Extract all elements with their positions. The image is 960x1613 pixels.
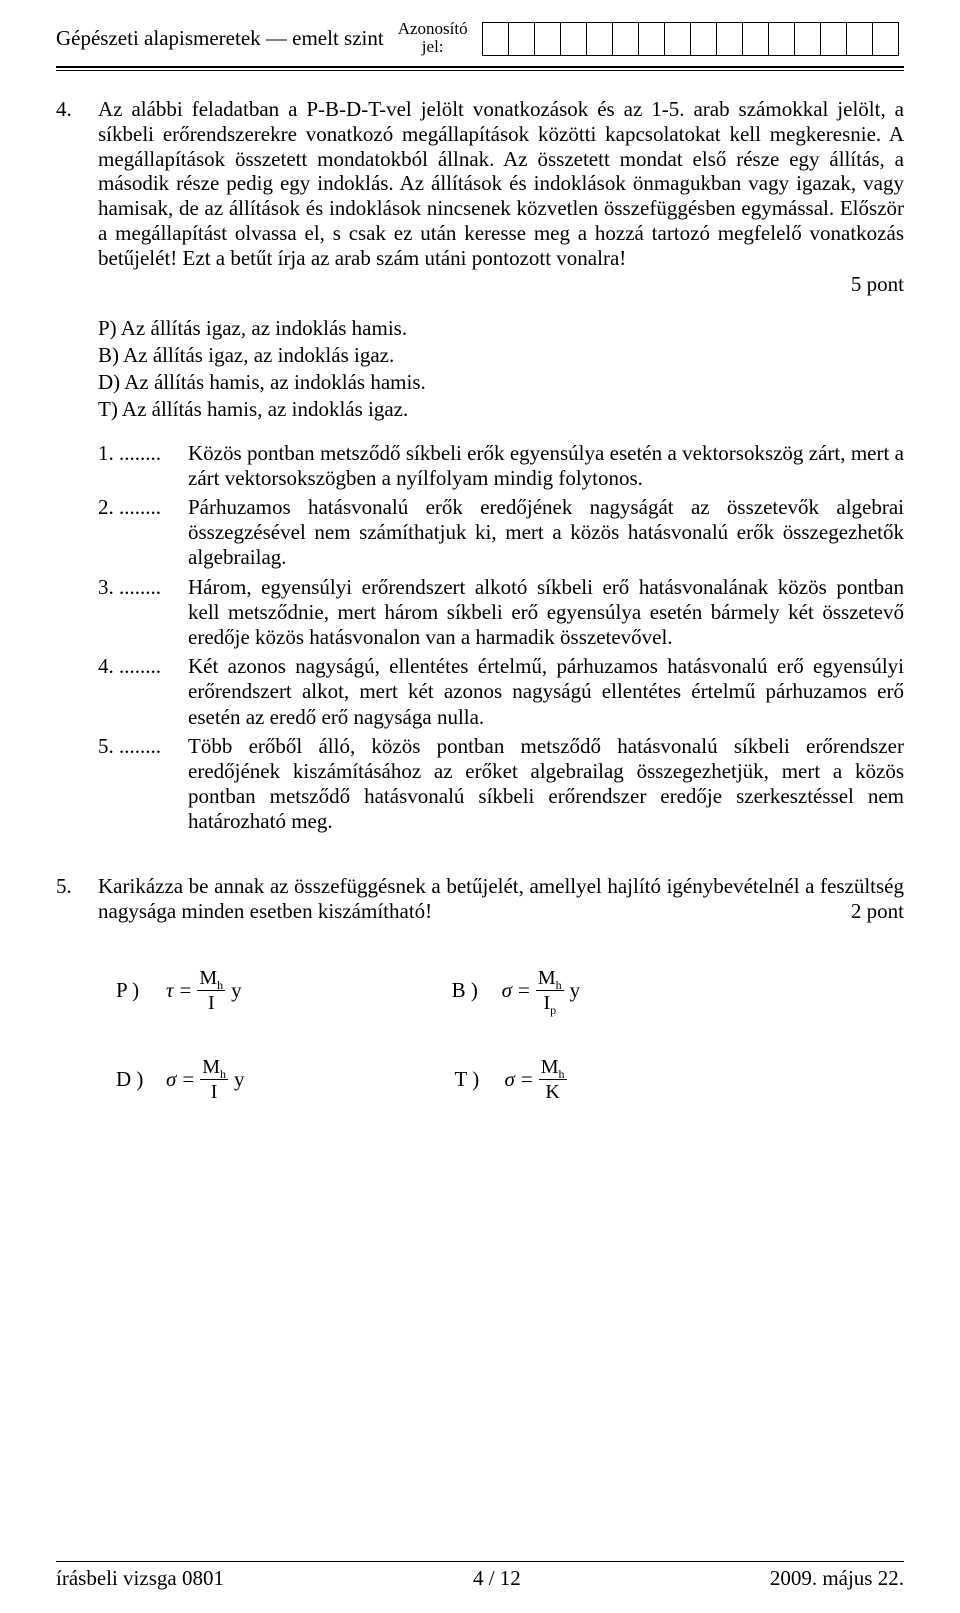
id-box[interactable] xyxy=(742,22,769,56)
formula-label: D ) xyxy=(116,1067,156,1092)
id-box[interactable] xyxy=(534,22,561,56)
statement-row: 4. ........Két azonos nagyságú, ellentét… xyxy=(98,654,904,730)
id-label: Azonosító jel: xyxy=(398,20,468,56)
formula-d: D )σ = MhIy xyxy=(116,1057,245,1102)
statement-number[interactable]: 1. ........ xyxy=(98,441,188,491)
id-boxes[interactable] xyxy=(482,22,899,56)
formula-label: B ) xyxy=(452,978,492,1003)
task-5-formulas: P )τ = MhIy B )σ = MhIpy D )σ = MhIy T )… xyxy=(116,968,904,1102)
id-box[interactable] xyxy=(820,22,847,56)
statement-text: Több erőből álló, közös pontban metsződő… xyxy=(188,734,904,835)
task-4-number: 4. xyxy=(56,97,86,838)
task-4: 4. Az alábbi feladatban a P-B-D-T-vel je… xyxy=(56,97,904,838)
formula-symbol: σ xyxy=(166,1067,176,1092)
statement-number[interactable]: 3. ........ xyxy=(98,575,188,651)
id-box[interactable] xyxy=(482,22,509,56)
id-box[interactable] xyxy=(560,22,587,56)
id-box[interactable] xyxy=(508,22,535,56)
fraction-denominator: I xyxy=(209,1082,220,1102)
id-box[interactable] xyxy=(638,22,665,56)
key-b: B) Az állítás igaz, az indoklás igaz. xyxy=(98,342,904,369)
formula-t: T )σ = MhK xyxy=(455,1057,567,1102)
formula-eq: τ = MhIy xyxy=(166,968,242,1013)
statement-text: Három, egyensúlyi erőrendszert alkotó sí… xyxy=(188,575,904,651)
fraction-numerator: Mh xyxy=(539,1057,567,1077)
id-box[interactable] xyxy=(612,22,639,56)
formula-fraction: Mh I xyxy=(197,968,225,1013)
statement-number[interactable]: 4. ........ xyxy=(98,654,188,730)
formula-b: B )σ = MhIpy xyxy=(452,968,581,1013)
formula-symbol: τ xyxy=(166,978,174,1003)
formula-symbol: σ xyxy=(502,978,512,1003)
header-title: Gépészeti alapismeretek — emelt szint xyxy=(56,20,384,51)
task-5: 5. Karikázza be annak az összefüggésnek … xyxy=(56,874,904,1102)
id-label-line2: jel: xyxy=(422,37,444,56)
page: Gépészeti alapismeretek — emelt szint Az… xyxy=(0,0,960,1613)
formula-fraction: Mh K xyxy=(539,1057,567,1102)
task-5-points: 2 pont xyxy=(851,899,904,924)
formula-row-1: P )τ = MhIy B )σ = MhIpy xyxy=(116,968,904,1013)
statement-text: Párhuzamos hatásvonalú erők eredőjének n… xyxy=(188,495,904,571)
statement-number[interactable]: 2. ........ xyxy=(98,495,188,571)
key-t: T) Az állítás hamis, az indoklás igaz. xyxy=(98,396,904,423)
footer-right: 2009. május 22. xyxy=(770,1566,904,1591)
task-4-text: Az alábbi feladatban a P-B-D-T-vel jelöl… xyxy=(98,97,904,270)
task-4-statements: 1. ........Közös pontban metsződő síkbel… xyxy=(98,441,904,835)
footer-left: írásbeli vizsga 0801 xyxy=(56,1566,224,1591)
fraction-denominator: I xyxy=(206,993,217,1013)
statement-text: Közös pontban metsződő síkbeli erők egye… xyxy=(188,441,904,491)
key-p: P) Az állítás igaz, az indoklás hamis. xyxy=(98,315,904,342)
statement-row: 1. ........Közös pontban metsződő síkbel… xyxy=(98,441,904,491)
fraction-numerator: Mh xyxy=(536,968,564,988)
id-box[interactable] xyxy=(846,22,873,56)
fraction-denominator: K xyxy=(543,1082,561,1102)
formula-fraction: Mh Ip xyxy=(536,968,564,1013)
task-5-number: 5. xyxy=(56,874,86,924)
page-footer: írásbeli vizsga 0801 4 / 12 2009. május … xyxy=(56,1561,904,1591)
statement-text: Két azonos nagyságú, ellentétes értelmű,… xyxy=(188,654,904,730)
formula-symbol: σ xyxy=(505,1067,515,1092)
formula-tail: y xyxy=(234,1067,245,1092)
page-header: Gépészeti alapismeretek — emelt szint Az… xyxy=(56,20,904,56)
id-label-line1: Azonosító xyxy=(398,19,468,38)
footer-rule xyxy=(56,1561,904,1562)
formula-tail: y xyxy=(570,978,581,1003)
formula-label: P ) xyxy=(116,978,156,1003)
formula-row-2: D )σ = MhIy T )σ = MhK xyxy=(116,1057,904,1102)
header-rule-thin xyxy=(56,70,904,71)
id-box[interactable] xyxy=(768,22,795,56)
statement-row: 3. ........Három, egyensúlyi erőrendszer… xyxy=(98,575,904,651)
fraction-numerator: Mh xyxy=(200,1057,228,1077)
fraction-denominator: Ip xyxy=(541,993,558,1013)
fraction-numerator: Mh xyxy=(197,968,225,988)
formula-fraction: Mh I xyxy=(200,1057,228,1102)
formula-eq: σ = MhK xyxy=(505,1057,567,1102)
id-box[interactable] xyxy=(690,22,717,56)
header-rule-thick xyxy=(56,66,904,68)
formula-eq: σ = MhIy xyxy=(166,1057,245,1102)
task-4-key-list: P) Az állítás igaz, az indoklás hamis. B… xyxy=(98,315,904,423)
statement-row: 2. ........Párhuzamos hatásvonalú erők e… xyxy=(98,495,904,571)
statement-number[interactable]: 5. ........ xyxy=(98,734,188,835)
formula-p: P )τ = MhIy xyxy=(116,968,242,1013)
formula-tail: y xyxy=(231,978,242,1003)
footer-center: 4 / 12 xyxy=(473,1566,521,1591)
footer-text: írásbeli vizsga 0801 4 / 12 2009. május … xyxy=(56,1566,904,1591)
task-5-body: Karikázza be annak az összefüggésnek a b… xyxy=(98,874,904,924)
key-d: D) Az állítás hamis, az indoklás hamis. xyxy=(98,369,904,396)
formula-label: T ) xyxy=(455,1067,495,1092)
statement-row: 5. ........Több erőből álló, közös pontb… xyxy=(98,734,904,835)
formula-eq: σ = MhIpy xyxy=(502,968,581,1013)
id-box[interactable] xyxy=(664,22,691,56)
task-5-text: Karikázza be annak az összefüggésnek a b… xyxy=(98,874,904,923)
task-4-points: 5 pont xyxy=(98,272,904,297)
id-box[interactable] xyxy=(716,22,743,56)
id-box[interactable] xyxy=(872,22,899,56)
id-box[interactable] xyxy=(586,22,613,56)
id-box[interactable] xyxy=(794,22,821,56)
task-4-body: Az alábbi feladatban a P-B-D-T-vel jelöl… xyxy=(98,97,904,838)
